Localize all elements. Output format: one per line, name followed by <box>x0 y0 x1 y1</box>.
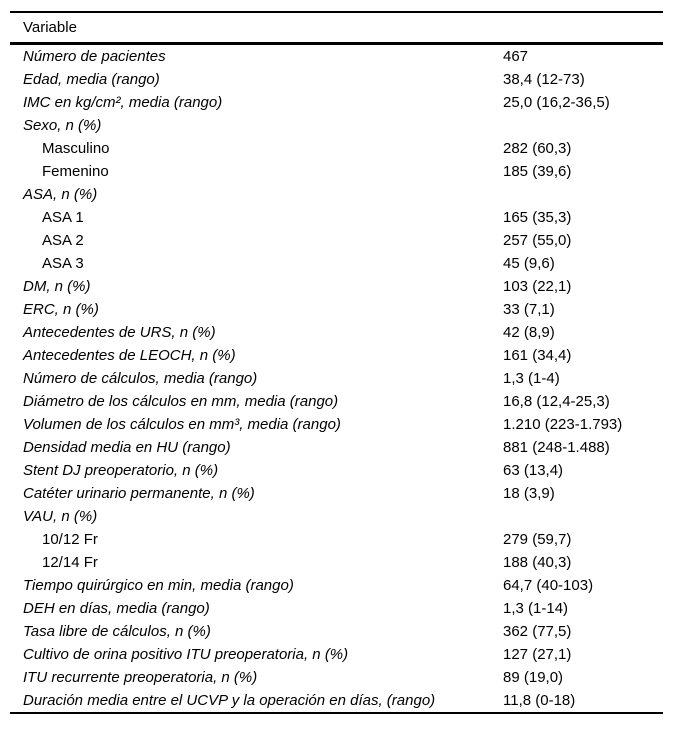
row-label: DM, n (%) <box>23 278 91 295</box>
table-row: Tasa libre de cálculos, n (%) 362 (77,5) <box>10 620 663 643</box>
row-label: Antecedentes de URS, n (%) <box>23 324 216 341</box>
table-row: Femenino 185 (39,6) <box>10 160 663 183</box>
row-label: Cultivo de orina positivo ITU preoperato… <box>23 646 349 663</box>
row-label: VAU, n (%) <box>23 508 98 525</box>
row-value: 16,8 (12,4-25,3) <box>503 393 610 410</box>
table-row: Catéter urinario permanente, n (%) 18 (3… <box>10 482 663 505</box>
table-row: Sexo, n (%) <box>10 114 663 137</box>
row-label: 12/14 Fr <box>42 554 98 571</box>
row-value: 103 (22,1) <box>503 278 572 295</box>
table-row: Número de cálculos, media (rango) 1,3 (1… <box>10 367 663 390</box>
row-value: 467 <box>503 48 529 65</box>
row-value: 282 (60,3) <box>503 140 572 157</box>
row-value: 42 (8,9) <box>503 324 555 341</box>
row-label: Antecedentes de LEOCH, n (%) <box>23 347 236 364</box>
row-label: Número de pacientes <box>23 48 166 65</box>
table-row: IMC en kg/cm², media (rango) 25,0 (16,2-… <box>10 91 663 114</box>
row-value: 161 (34,4) <box>503 347 572 364</box>
row-label: DEH en días, media (rango) <box>23 600 210 617</box>
row-label: Densidad media en HU (rango) <box>23 439 231 456</box>
table-row: Stent DJ preoperatorio, n (%) 63 (13,4) <box>10 459 663 482</box>
table-row: ASA 2 257 (55,0) <box>10 229 663 252</box>
row-value: 881 (248-1.488) <box>503 439 610 456</box>
row-value: 89 (19,0) <box>503 669 564 686</box>
row-label: ASA 3 <box>42 255 84 272</box>
row-value: 185 (39,6) <box>503 163 572 180</box>
table-row: Cultivo de orina positivo ITU preoperato… <box>10 643 663 666</box>
row-label: Diámetro de los cálculos en mm, media (r… <box>23 393 339 410</box>
row-label: Volumen de los cálculos en mm³, media (r… <box>23 416 341 433</box>
table-header-row: Variable <box>10 11 663 45</box>
table-row: ITU recurrente preoperatoria, n (%) 89 (… <box>10 666 663 689</box>
table-row: ASA 3 45 (9,6) <box>10 252 663 275</box>
table-row: Tiempo quirúrgico en min, media (rango) … <box>10 574 663 597</box>
table-row: Edad, media (rango) 38,4 (12-73) <box>10 68 663 91</box>
row-value: 257 (55,0) <box>503 232 572 249</box>
row-label: Masculino <box>42 140 110 157</box>
table-row: Masculino 282 (60,3) <box>10 137 663 160</box>
table-row: DEH en días, media (rango) 1,3 (1-14) <box>10 597 663 620</box>
row-label: 10/12 Fr <box>42 531 98 548</box>
table-row: ASA, n (%) <box>10 183 663 206</box>
row-value: 165 (35,3) <box>503 209 572 226</box>
table-row: ASA 1 165 (35,3) <box>10 206 663 229</box>
row-label: ITU recurrente preoperatoria, n (%) <box>23 669 258 686</box>
row-label: Número de cálculos, media (rango) <box>23 370 258 387</box>
row-label: Sexo, n (%) <box>23 117 102 134</box>
row-label: Tasa libre de cálculos, n (%) <box>23 623 211 640</box>
row-value: 45 (9,6) <box>503 255 555 272</box>
row-label: ASA 1 <box>42 209 84 226</box>
row-label: Catéter urinario permanente, n (%) <box>23 485 255 502</box>
row-value: 127 (27,1) <box>503 646 572 663</box>
row-value: 63 (13,4) <box>503 462 564 479</box>
table-row: Número de pacientes 467 <box>10 45 663 68</box>
table-row: VAU, n (%) <box>10 505 663 528</box>
row-value: 1.210 (223-1.793) <box>503 416 623 433</box>
table-row: ERC, n (%) 33 (7,1) <box>10 298 663 321</box>
table-row: DM, n (%) 103 (22,1) <box>10 275 663 298</box>
table-row: Densidad media en HU (rango) 881 (248-1.… <box>10 436 663 459</box>
row-value: 1,3 (1-4) <box>503 370 560 387</box>
table-row: 10/12 Fr 279 (59,7) <box>10 528 663 551</box>
table-row: Diámetro de los cálculos en mm, media (r… <box>10 390 663 413</box>
row-label: Edad, media (rango) <box>23 71 160 88</box>
table-body: Número de pacientes 467 Edad, media (ran… <box>10 45 663 712</box>
row-value: 38,4 (12-73) <box>503 71 585 88</box>
row-label: Stent DJ preoperatorio, n (%) <box>23 462 219 479</box>
row-label: IMC en kg/cm², media (rango) <box>23 94 223 111</box>
table-row: Duración media entre el UCVP y la operac… <box>10 689 663 712</box>
row-value: 1,3 (1-14) <box>503 600 569 617</box>
row-label: ASA, n (%) <box>23 186 98 203</box>
row-value: 25,0 (16,2-36,5) <box>503 94 610 111</box>
patient-characteristics-table: Variable Número de pacientes 467 Edad, m… <box>10 11 663 714</box>
row-value: 64,7 (40-103) <box>503 577 594 594</box>
row-value: 11,8 (0-18) <box>503 692 576 709</box>
row-label: ERC, n (%) <box>23 301 99 318</box>
row-label: Duración media entre el UCVP y la operac… <box>23 692 436 709</box>
row-value: 279 (59,7) <box>503 531 572 548</box>
row-value: 18 (3,9) <box>503 485 555 502</box>
table-row: Antecedentes de URS, n (%) 42 (8,9) <box>10 321 663 344</box>
row-label: Tiempo quirúrgico en min, media (rango) <box>23 577 294 594</box>
table-row: Antecedentes de LEOCH, n (%) 161 (34,4) <box>10 344 663 367</box>
table-row: Volumen de los cálculos en mm³, media (r… <box>10 413 663 436</box>
row-value: 362 (77,5) <box>503 623 572 640</box>
table-row: 12/14 Fr 188 (40,3) <box>10 551 663 574</box>
row-label: Femenino <box>42 163 109 180</box>
row-label: ASA 2 <box>42 232 84 249</box>
row-value: 188 (40,3) <box>503 554 572 571</box>
row-value: 33 (7,1) <box>503 301 555 318</box>
table-header-variable: Variable <box>23 19 77 36</box>
